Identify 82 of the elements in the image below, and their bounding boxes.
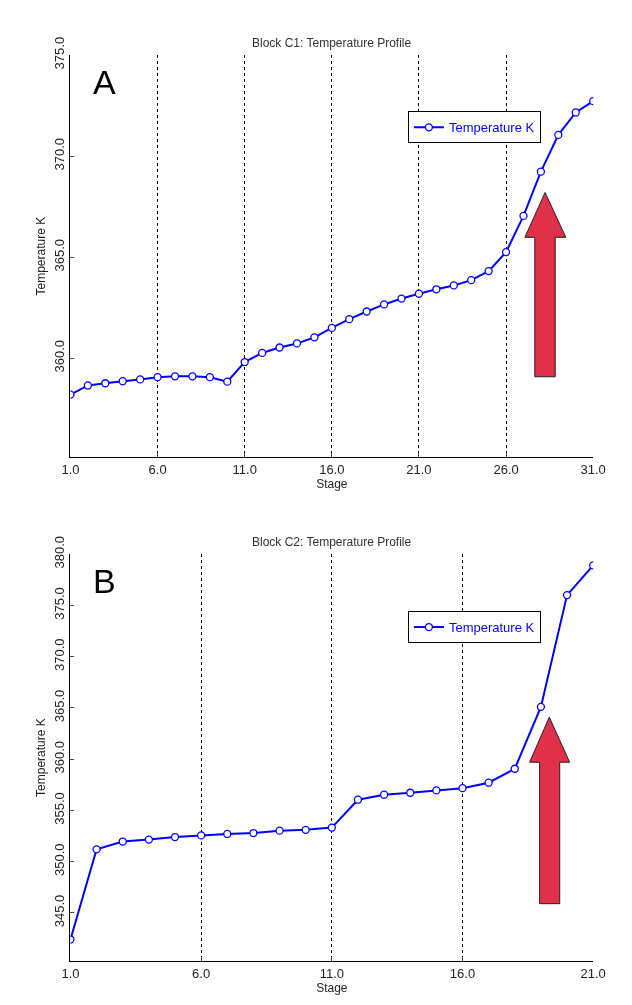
y-tick-label: 355.0 xyxy=(52,792,68,825)
point xyxy=(92,845,101,854)
x-tick-label: 26.0 xyxy=(493,461,519,477)
x-tick-label: 11.0 xyxy=(232,461,257,477)
point xyxy=(118,377,127,386)
point xyxy=(414,289,424,298)
point xyxy=(484,266,493,276)
y-axis-title: Temperature K xyxy=(33,216,48,296)
point xyxy=(467,276,476,285)
x-axis-title: Stage xyxy=(316,476,348,491)
point xyxy=(136,375,145,384)
point xyxy=(345,315,354,324)
point xyxy=(449,281,458,290)
y-tick-label: 365.0 xyxy=(52,238,68,272)
x-axis-title: Stage xyxy=(316,980,348,995)
chart-title: Block C2: Temperature Profile xyxy=(252,535,412,549)
legend-label: Temperature K xyxy=(448,620,535,636)
x-tick-label: 21.0 xyxy=(406,461,432,477)
x-tick-label: 1.0 xyxy=(61,461,80,477)
x-tick-label: 31.0 xyxy=(580,461,606,477)
x-tick-label: 21.0 xyxy=(580,965,606,981)
point xyxy=(292,339,302,348)
point xyxy=(205,373,214,382)
point xyxy=(536,167,546,176)
point xyxy=(353,795,363,804)
point xyxy=(223,829,232,839)
chart-title: Block C1: Temperature Profile xyxy=(252,36,412,50)
y-tick-label: 370.0 xyxy=(52,638,68,671)
point xyxy=(196,831,206,840)
point xyxy=(240,357,249,367)
point xyxy=(362,307,371,316)
point xyxy=(118,837,127,846)
point xyxy=(554,130,563,140)
y-tick-label: 370.0 xyxy=(52,137,68,171)
point xyxy=(406,788,415,797)
y-tick-label: 375.0 xyxy=(52,587,68,620)
y-tick-label: 375.0 xyxy=(52,36,68,70)
x-tick-label: 16.0 xyxy=(319,461,345,477)
x-tick-label: 1.0 xyxy=(61,965,80,981)
point xyxy=(275,826,284,835)
point xyxy=(458,783,467,793)
point xyxy=(484,778,493,787)
point xyxy=(379,300,389,309)
point xyxy=(510,764,519,773)
point xyxy=(275,343,284,352)
y-axis-title: Temperature K xyxy=(33,718,48,797)
y-tick-label: 365.0 xyxy=(52,689,68,723)
point xyxy=(101,379,110,388)
legend-label: Temperature K xyxy=(448,120,535,136)
x-tick-label: 6.0 xyxy=(148,461,167,477)
point xyxy=(249,828,258,838)
point xyxy=(327,823,336,832)
annotation: B xyxy=(93,562,116,600)
point xyxy=(397,294,406,303)
y-tick-label: 360.0 xyxy=(52,339,68,373)
point xyxy=(501,247,511,257)
y-tick-label: 380.0 xyxy=(52,535,68,569)
point xyxy=(170,372,180,381)
y-tick-label: 350.0 xyxy=(52,843,68,876)
point xyxy=(153,373,162,382)
point xyxy=(519,211,528,221)
point xyxy=(144,835,154,844)
point xyxy=(188,372,197,381)
annotation: A xyxy=(93,63,116,101)
point xyxy=(327,323,336,333)
y-tick-label: 360.0 xyxy=(52,740,68,774)
x-tick-label: 16.0 xyxy=(449,965,476,981)
x-tick-label: 6.0 xyxy=(192,965,211,981)
point xyxy=(170,832,180,842)
point xyxy=(223,377,232,386)
point xyxy=(83,381,93,390)
point xyxy=(432,786,441,795)
point xyxy=(432,285,441,294)
point xyxy=(571,108,580,117)
point xyxy=(536,702,546,711)
point xyxy=(257,348,267,358)
point xyxy=(301,825,310,835)
point xyxy=(562,590,572,600)
point xyxy=(379,790,389,799)
point xyxy=(310,333,319,342)
x-tick-label: 11.0 xyxy=(319,965,344,981)
y-tick-label: 345.0 xyxy=(52,894,68,928)
